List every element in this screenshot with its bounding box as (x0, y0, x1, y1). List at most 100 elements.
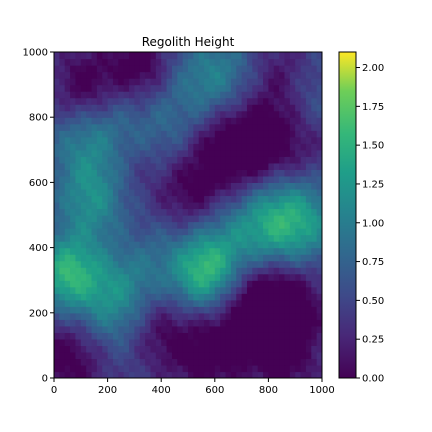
heatmap-cell (209, 286, 216, 294)
heatmap-cell (225, 52, 232, 60)
heatmap-cell (64, 71, 71, 79)
heatmap-cell (102, 201, 109, 210)
heatmap-cell (214, 188, 221, 197)
heatmap-cell (150, 71, 157, 79)
heatmap-cell (193, 117, 200, 125)
heatmap-cell (171, 293, 178, 301)
heatmap-cell (289, 162, 296, 170)
heatmap-cell (96, 299, 103, 307)
heatmap-cell (273, 247, 280, 255)
heatmap-cell (279, 221, 286, 229)
heatmap-cell (91, 254, 98, 262)
heatmap-cell (252, 234, 259, 242)
heatmap-cell (102, 195, 109, 203)
heatmap-cell (263, 267, 269, 275)
heatmap-cell (209, 306, 216, 314)
heatmap-cell (300, 312, 307, 320)
x-axis: 0 200 400 600 800 1000 (51, 378, 335, 396)
heatmap-cell (204, 254, 211, 262)
heatmap-cell (182, 65, 189, 73)
heatmap-cell (70, 58, 77, 66)
heatmap-cell (300, 280, 307, 288)
heatmap-cell (284, 325, 291, 333)
heatmap-cell (214, 104, 221, 112)
heatmap-cell (305, 117, 312, 125)
heatmap-cell (204, 175, 211, 183)
heatmap-cell (112, 306, 119, 314)
heatmap-cell (295, 286, 302, 294)
heatmap-cell (70, 91, 77, 99)
heatmap-cell (295, 325, 302, 333)
heatmap-cell (129, 221, 135, 229)
heatmap-cell (123, 110, 130, 118)
heatmap-cell (263, 312, 269, 320)
heatmap-cell (96, 273, 103, 281)
heatmap-cell (246, 117, 253, 125)
heatmap-cell (220, 345, 227, 353)
heatmap-cell (209, 65, 216, 73)
heatmap-cell (225, 182, 232, 190)
heatmap-cell (311, 332, 318, 340)
heatmap-cell (263, 254, 269, 262)
heatmap-cell (54, 208, 60, 216)
heatmap-cell (123, 169, 130, 177)
heatmap-cell (204, 351, 211, 360)
heatmap-cell (252, 228, 259, 236)
heatmap-cell (300, 130, 307, 138)
heatmap-cell (118, 208, 125, 216)
heatmap-cell (241, 325, 248, 333)
heatmap-cell (204, 364, 211, 373)
heatmap-cell (134, 358, 141, 366)
heatmap-cell (171, 52, 178, 60)
heatmap-cell (123, 182, 130, 190)
heatmap-cell (54, 247, 60, 255)
heatmap-cell (225, 58, 232, 66)
heatmap-cell (86, 228, 93, 236)
heatmap-cell (230, 247, 237, 255)
heatmap-cell (193, 175, 200, 183)
heatmap-cell (252, 351, 259, 360)
heatmap-cell (225, 169, 232, 177)
heatmap-cell (171, 338, 178, 346)
heatmap-cell (188, 371, 194, 378)
heatmap-cell (182, 286, 189, 294)
heatmap-cell (204, 345, 211, 353)
heatmap-cell (134, 273, 141, 281)
heatmap-cell (273, 267, 280, 275)
heatmap-cell (177, 97, 184, 105)
heatmap-cell (198, 162, 205, 170)
heatmap-cell (300, 364, 307, 373)
heatmap-cell (316, 345, 322, 353)
heatmap-cell (150, 143, 157, 151)
heatmap-cell (268, 241, 275, 249)
heatmap-cell (279, 58, 286, 66)
heatmap-cell (150, 312, 157, 320)
heatmap-cell (246, 110, 253, 118)
heatmap-cell (161, 175, 168, 183)
heatmap-cell (145, 188, 152, 197)
heatmap-cell (263, 58, 269, 66)
heatmap-cell (134, 364, 141, 373)
heatmap-cell (64, 169, 71, 177)
heatmap-cell (107, 215, 114, 223)
heatmap-cell (279, 117, 286, 125)
heatmap-cell (166, 241, 173, 249)
heatmap-cell (171, 286, 178, 294)
heatmap-cell (177, 123, 184, 131)
heatmap-cell (182, 149, 189, 157)
heatmap-cell (145, 195, 152, 203)
heatmap-cell (204, 260, 211, 268)
heatmap-cell (96, 267, 103, 275)
heatmap-cell (171, 319, 178, 327)
heatmap-cell (118, 52, 125, 60)
heatmap-cell (257, 84, 264, 92)
heatmap-cell (316, 104, 322, 112)
heatmap-cell (273, 299, 280, 307)
heatmap-cell (150, 306, 157, 314)
heatmap-cell (268, 162, 275, 170)
heatmap-cell (102, 97, 109, 105)
heatmap-cell (182, 228, 189, 236)
heatmap-cell (123, 312, 130, 320)
heatmap-cell (279, 286, 286, 294)
heatmap-cell (263, 280, 269, 288)
